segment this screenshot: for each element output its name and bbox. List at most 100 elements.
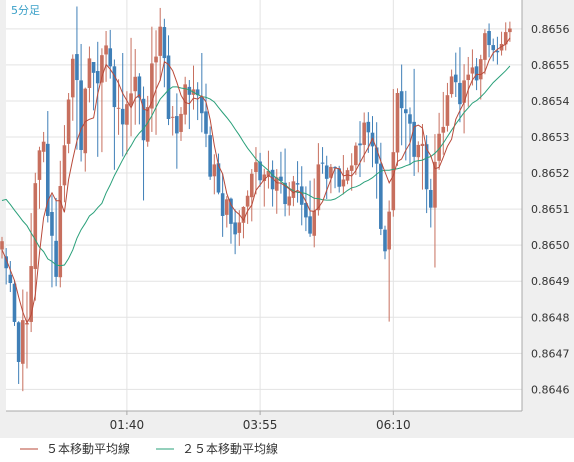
candle-body xyxy=(428,189,433,208)
candle-body xyxy=(354,145,358,166)
candle-body xyxy=(254,162,258,172)
candle-up xyxy=(129,37,133,137)
candle-up xyxy=(150,26,154,132)
candle-down xyxy=(279,151,283,194)
candle-body xyxy=(45,143,50,216)
candle-down xyxy=(112,59,117,170)
y-tick-label: 0.8653 xyxy=(531,131,570,144)
candle-down xyxy=(4,248,8,285)
candle-down xyxy=(495,36,500,65)
candle-up xyxy=(466,56,471,107)
candle-down xyxy=(379,142,383,236)
candle-body xyxy=(75,54,79,81)
candle-up xyxy=(37,146,42,209)
candle-body xyxy=(312,210,317,236)
candle-up xyxy=(225,196,229,228)
candle-body xyxy=(337,168,342,187)
candle-body xyxy=(291,181,296,198)
y-tick-label: 0.8652 xyxy=(531,167,570,180)
candle-body xyxy=(249,173,254,198)
y-tick-label: 0.8648 xyxy=(531,311,570,324)
candle-body xyxy=(270,169,275,190)
candle-body xyxy=(387,211,391,250)
candle-body xyxy=(166,55,171,119)
candle-up xyxy=(62,125,67,203)
candle-body xyxy=(283,182,287,205)
candle-down xyxy=(404,90,408,161)
candle-up xyxy=(395,88,400,166)
candle-down xyxy=(320,147,325,174)
y-tick-label: 0.8647 xyxy=(531,347,570,360)
candle-body xyxy=(487,31,491,46)
chart-title: 5分足 xyxy=(11,4,40,17)
grid xyxy=(6,0,522,415)
candle-body xyxy=(79,80,83,150)
candle-down xyxy=(491,38,496,62)
candle-body xyxy=(229,198,233,224)
candle-up xyxy=(249,169,254,222)
x-tick-label: 03:55 xyxy=(243,418,278,432)
candle-up xyxy=(483,29,487,75)
candle-down xyxy=(141,86,146,201)
y-tick-label: 0.8656 xyxy=(531,23,570,36)
candle-body xyxy=(416,144,421,158)
candle-body xyxy=(258,161,262,181)
candle-body xyxy=(466,74,471,81)
candle-body xyxy=(62,145,67,186)
candle-body xyxy=(120,108,125,125)
candle-down xyxy=(299,166,304,226)
candle-body xyxy=(483,33,487,60)
candle-up xyxy=(274,169,279,214)
candle-body xyxy=(458,82,462,105)
candle-body xyxy=(237,222,242,233)
candle-up xyxy=(33,172,38,301)
candle-body xyxy=(349,165,354,171)
candle-body xyxy=(508,28,512,33)
candle-body xyxy=(437,133,441,161)
candle-up xyxy=(179,107,183,141)
candle-down xyxy=(162,18,167,88)
candle-down xyxy=(108,29,113,79)
candle-body xyxy=(445,95,450,126)
y-tick-label: 0.8646 xyxy=(531,383,570,396)
candle-body xyxy=(212,164,217,177)
candle-body xyxy=(95,71,100,84)
candle-up xyxy=(349,153,354,191)
candle-body xyxy=(216,163,221,193)
candle-down xyxy=(120,52,125,157)
candle-down xyxy=(233,209,237,255)
candle-up xyxy=(441,91,446,155)
candle-body xyxy=(204,111,208,134)
candle-body xyxy=(341,179,346,187)
candle-up xyxy=(241,206,246,239)
candle-down xyxy=(374,122,379,199)
candle-body xyxy=(108,48,113,67)
candle-up xyxy=(449,69,454,98)
candle-down xyxy=(16,321,21,384)
candle-up xyxy=(478,54,483,100)
candle-down xyxy=(428,178,433,228)
candle-body xyxy=(441,126,446,133)
candle-body xyxy=(420,143,425,147)
candle-body xyxy=(195,89,200,96)
candle-up xyxy=(21,289,25,392)
legend-area xyxy=(0,438,574,462)
candle-up xyxy=(245,190,250,224)
candle-body xyxy=(279,176,283,181)
candle-up xyxy=(154,30,158,135)
candle-body xyxy=(391,152,396,211)
candles xyxy=(0,6,512,392)
candle-body xyxy=(54,240,58,277)
candle-body xyxy=(133,76,138,92)
ma5-line xyxy=(1,37,511,325)
candle-body xyxy=(104,45,108,55)
candle-up xyxy=(0,236,4,259)
candle-body xyxy=(316,164,321,211)
candle-body xyxy=(112,66,117,108)
candle-up xyxy=(445,82,450,132)
candle-body xyxy=(495,50,500,53)
candle-up xyxy=(100,48,104,153)
candle-body xyxy=(154,56,158,63)
candle-body xyxy=(320,162,325,164)
candle-up xyxy=(158,7,162,82)
